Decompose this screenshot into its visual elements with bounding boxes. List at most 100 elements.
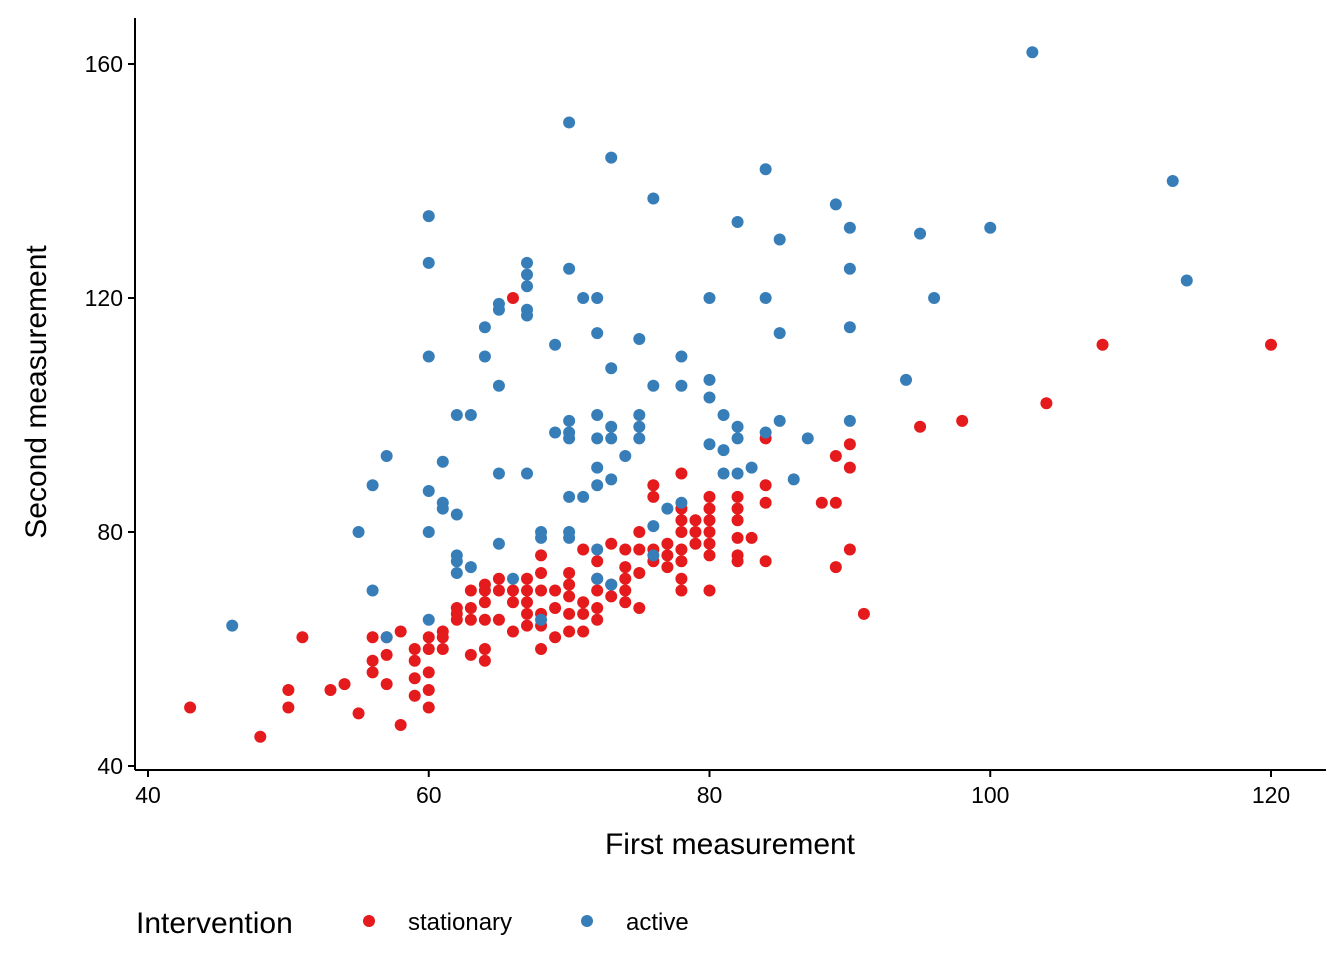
active-point [633, 332, 646, 345]
stationary-point [633, 526, 646, 538]
stationary-point [703, 490, 716, 503]
y-tick-label: 120 [85, 285, 123, 311]
legend-label-active: active [626, 909, 689, 936]
active-point [928, 292, 941, 304]
active-point [591, 292, 604, 304]
active-point [773, 414, 786, 427]
stationary-point [591, 584, 604, 597]
stationary-point [619, 584, 632, 597]
stationary-point [689, 526, 702, 538]
stationary-point [464, 584, 477, 597]
stationary-point [506, 596, 519, 609]
stationary-point [577, 596, 590, 609]
stationary-point [675, 526, 688, 538]
stationary-point [422, 701, 435, 714]
stationary-point [506, 625, 519, 638]
stationary-point [661, 561, 674, 574]
active-point [745, 461, 758, 474]
active-point [436, 455, 449, 468]
stationary-point [675, 467, 688, 480]
x-tick-label: 120 [1252, 782, 1290, 808]
active-point [675, 496, 688, 509]
active-point [591, 461, 604, 474]
active-point [591, 543, 604, 556]
stationary-point [492, 572, 505, 585]
stationary-point [843, 543, 856, 556]
active-point [633, 420, 646, 433]
active-point [450, 555, 463, 568]
stationary-point [633, 543, 646, 556]
stationary-point [1040, 397, 1053, 410]
stationary-point [394, 625, 407, 638]
stationary-point [731, 490, 744, 503]
stationary-point [436, 643, 449, 655]
legend-label-stationary: stationary [408, 909, 512, 936]
active-point [731, 215, 744, 228]
stationary-point [619, 596, 632, 609]
active-point [506, 572, 519, 585]
stationary-point [549, 584, 562, 597]
stationary-point [338, 678, 351, 691]
active-point [591, 432, 604, 445]
stationary-point [647, 479, 660, 492]
stationary-point [521, 584, 534, 597]
stationary-point [661, 549, 674, 562]
stationary-point [857, 607, 870, 620]
stationary-point [605, 537, 618, 550]
active-point [703, 438, 716, 451]
stationary-point [843, 461, 856, 474]
active-point [703, 391, 716, 404]
active-point [436, 502, 449, 515]
active-point [577, 292, 590, 304]
stationary-point [282, 683, 295, 696]
active-point [773, 233, 786, 246]
active-point [633, 432, 646, 445]
active-point [422, 210, 435, 223]
stationary-point [577, 625, 590, 638]
stationary-point [591, 555, 604, 568]
active-point [422, 256, 435, 269]
active-point [787, 473, 800, 486]
active-point [226, 619, 239, 632]
stationary-point [633, 602, 646, 615]
stationary-point [422, 631, 435, 644]
active-point [717, 409, 730, 421]
active-point [605, 151, 618, 164]
x-tick-label: 100 [971, 782, 1009, 808]
stationary-point [492, 584, 505, 597]
stationary-point [366, 666, 379, 679]
stationary-point [563, 607, 576, 620]
stationary-point [703, 502, 716, 515]
stationary-point [956, 414, 969, 427]
stationary-point [549, 631, 562, 644]
active-point [521, 256, 534, 269]
active-point [422, 613, 435, 626]
stationary-point [689, 514, 702, 527]
active-point [703, 292, 716, 304]
stationary-point [478, 654, 491, 667]
stationary-point [422, 666, 435, 679]
stationary-point [394, 719, 407, 732]
y-tick-label: 40 [97, 753, 123, 779]
active-point [605, 420, 618, 433]
stationary-point [296, 631, 309, 644]
legend-marker-stationary [363, 915, 375, 927]
stationary-point [563, 578, 576, 591]
stationary-point [506, 292, 519, 304]
active-point [549, 426, 562, 439]
y-axis-ticks: 40 80 120 160 [85, 51, 135, 779]
stationary-point [254, 730, 267, 743]
active-point [731, 420, 744, 433]
stationary-point [464, 613, 477, 626]
x-axis-title: First measurement [605, 828, 856, 861]
active-point [843, 321, 856, 334]
stationary-point [675, 543, 688, 556]
active-point [759, 292, 772, 304]
stationary-point [380, 678, 393, 691]
active-point [366, 479, 379, 492]
active-point [521, 467, 534, 480]
stationary-point [619, 561, 632, 574]
active-point [843, 414, 856, 427]
active-point [492, 537, 505, 550]
active-point [450, 508, 463, 521]
